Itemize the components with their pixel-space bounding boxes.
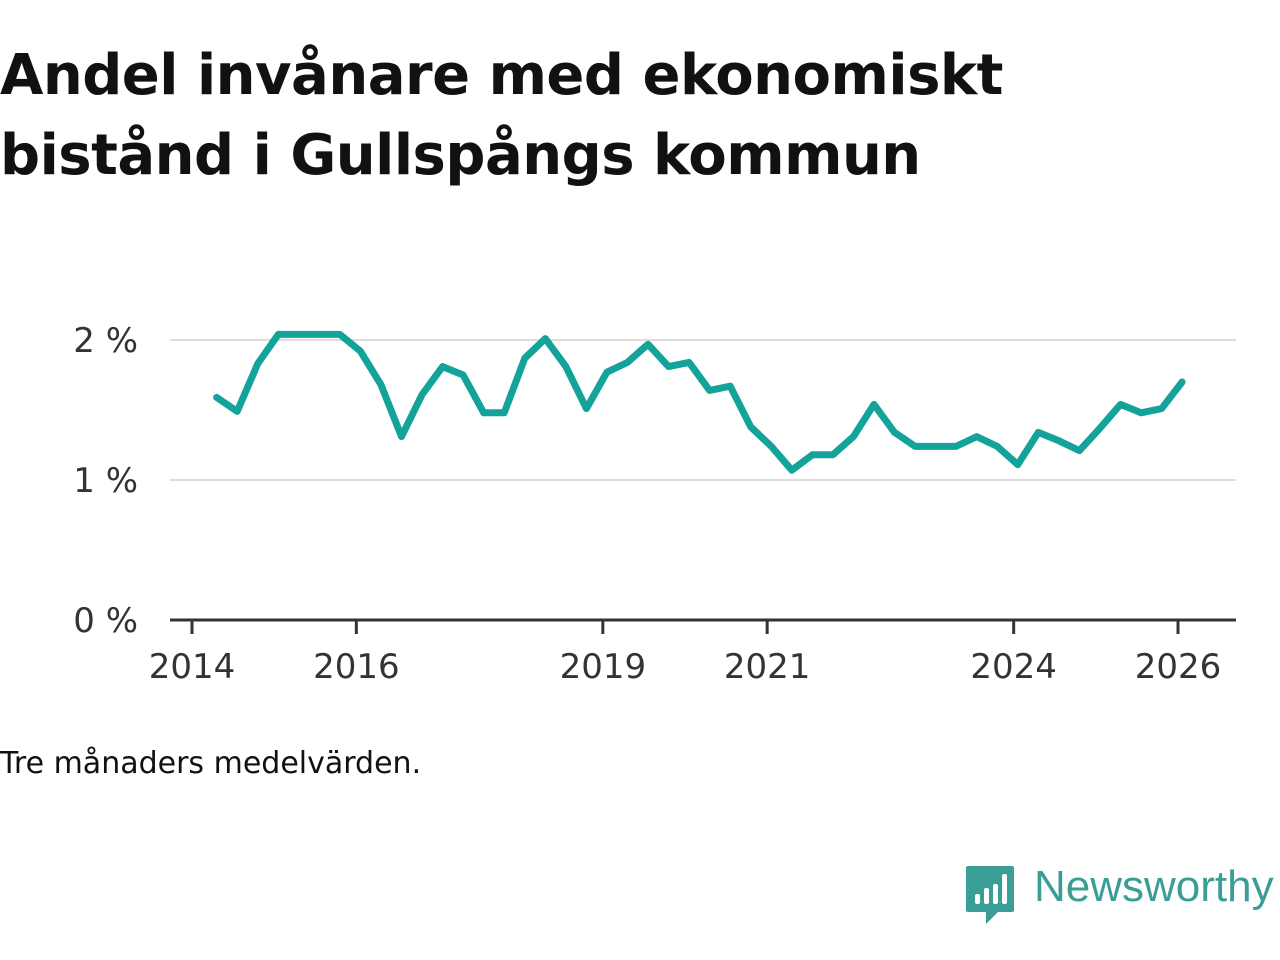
y-tick-label: 1 % <box>73 461 138 501</box>
series-line <box>213 330 1186 474</box>
series-layer <box>213 330 1186 474</box>
x-tick-label: 2016 <box>313 647 400 687</box>
x-axis-ticks <box>190 620 1180 634</box>
gridlines <box>170 339 1236 481</box>
x-tick-label: 2026 <box>1135 647 1222 687</box>
x-tick-label: 2014 <box>149 647 236 687</box>
x-tick-label: 2019 <box>560 647 647 687</box>
chart-title: Andel invånare med ekonomiskt bistånd i … <box>0 43 1003 188</box>
y-tick-label: 0 % <box>73 601 138 641</box>
x-tick-label: 2024 <box>970 647 1057 687</box>
newsworthy-logo-icon <box>966 866 1014 924</box>
footnote: Tre månaders medelvärden. <box>0 746 422 781</box>
x-tick-label: 2021 <box>724 647 811 687</box>
x-axis-labels: 2014 2016 2019 2021 2024 2026 <box>149 647 1222 687</box>
y-axis-labels: 0 % 1 % 2 % <box>73 321 138 641</box>
y-tick-label: 2 % <box>73 321 138 361</box>
brand-name: Newsworthy <box>1034 862 1274 911</box>
